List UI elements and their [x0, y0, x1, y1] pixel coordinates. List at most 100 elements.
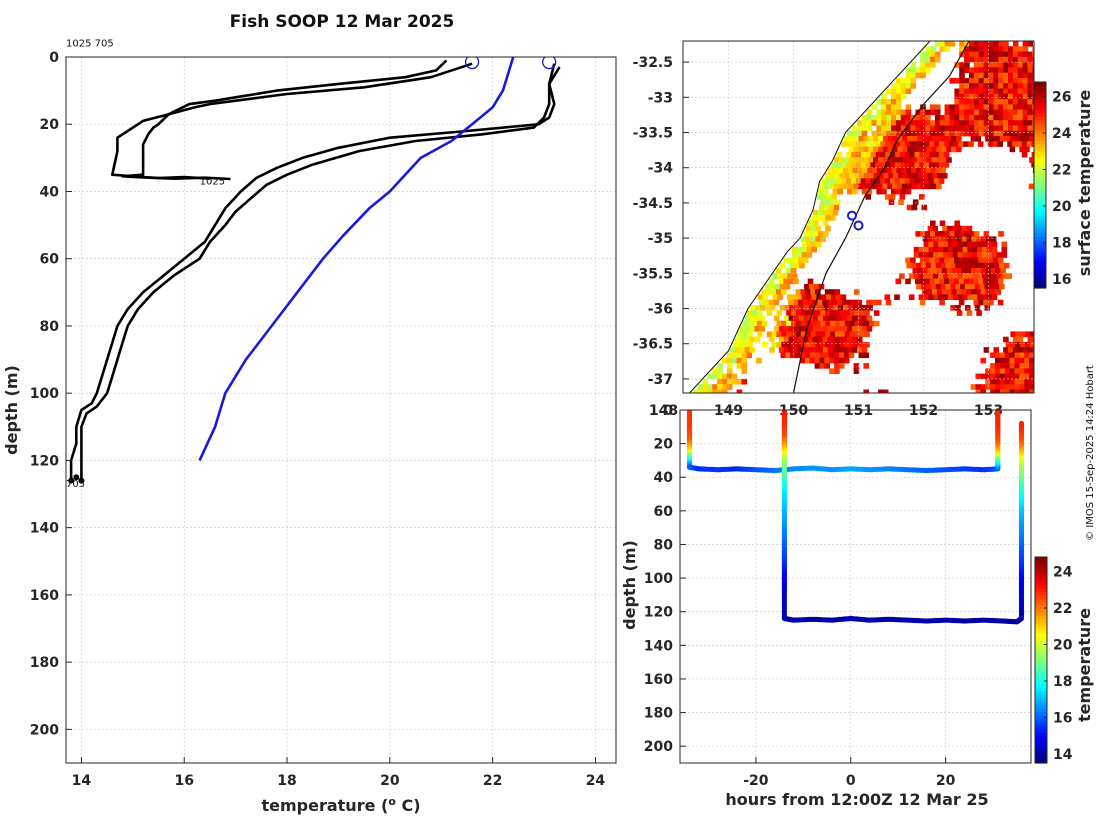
- map-heatmap-cell: [940, 167, 946, 174]
- map-heatmap-cell: [969, 56, 975, 63]
- map-heatmap-cell: [1022, 93, 1029, 100]
- map-heatmap-cell: [856, 130, 863, 137]
- map-lat-tick-label: -33: [648, 90, 673, 106]
- map-heatmap-cell: [932, 173, 938, 179]
- map-heatmap-cell: [993, 347, 999, 353]
- map-heatmap-cell: [1008, 99, 1014, 105]
- map-heatmap-cell: [834, 289, 841, 295]
- map-heatmap-cell: [1019, 357, 1025, 364]
- map-heatmap-cell: [964, 62, 970, 68]
- map-colorbar-segment: [1034, 198, 1046, 203]
- map-heatmap-cell: [1027, 62, 1034, 68]
- map-heatmap-cell: [831, 194, 837, 200]
- map-heatmap-cell: [834, 199, 841, 205]
- map-heatmap-cell: [839, 363, 845, 369]
- map-heatmap-cell: [722, 357, 728, 364]
- map-heatmap-cell: [791, 294, 798, 300]
- map-heatmap-cell: [829, 368, 835, 374]
- map-heatmap-cell: [1004, 378, 1011, 385]
- map-heatmap-cell: [1017, 56, 1024, 63]
- map-colorbar-segment: [1034, 260, 1046, 265]
- map-heatmap-cell: [759, 299, 765, 306]
- map-heatmap-cell: [1027, 104, 1034, 110]
- map-heatmap-cell: [1022, 41, 1029, 47]
- map-heatmap-cell: [806, 252, 813, 258]
- map-heatmap-cell: [799, 305, 805, 311]
- map-heatmap-cell: [852, 315, 858, 322]
- map-heatmap-cell: [949, 109, 956, 116]
- map-heatmap-cell: [959, 231, 965, 237]
- map-heatmap-cell: [788, 347, 795, 353]
- map-heatmap-cell: [861, 188, 868, 195]
- map-heatmap-cell: [1032, 125, 1034, 132]
- map-heatmap-cell: [925, 46, 931, 52]
- section-colorbar-segment: [1035, 660, 1047, 665]
- map-heatmap-cell: [939, 299, 945, 306]
- map-heatmap-cell: [1022, 130, 1029, 137]
- map-heatmap-cell: [920, 56, 926, 63]
- map-heatmap-cell: [791, 252, 798, 258]
- map-heatmap-cell: [906, 183, 913, 190]
- map-heatmap-cell: [800, 236, 807, 242]
- map-heatmap-cell: [922, 268, 928, 274]
- map-heatmap-cell: [935, 262, 942, 269]
- map-heatmap-cell: [895, 83, 902, 89]
- map-heatmap-cell: [891, 93, 897, 100]
- map-heatmap-cell: [966, 289, 972, 295]
- map-heatmap-cell: [993, 93, 999, 100]
- map-heatmap-cell: [978, 99, 985, 105]
- map-heatmap-cell: [821, 178, 828, 184]
- map-coastlines: [689, 41, 970, 393]
- map-heatmap-cell: [943, 141, 950, 147]
- map-heatmap-cell: [858, 183, 864, 190]
- map-heatmap-cell: [822, 299, 828, 306]
- map-heatmap-cell: [1022, 46, 1029, 52]
- map-heatmap-cell: [851, 299, 858, 306]
- map-heatmap-cell: [979, 262, 986, 269]
- map-heatmap-cell: [820, 331, 826, 337]
- map-heatmap-cell: [881, 93, 887, 100]
- map-heatmap-cell: [783, 347, 790, 353]
- surface-circle-2: [542, 57, 557, 70]
- map-heatmap-cell: [814, 363, 821, 369]
- map-heatmap-cell: [799, 262, 805, 269]
- map-heatmap-cell: [978, 299, 984, 306]
- map-heatmap-cell: [973, 130, 980, 137]
- map-heatmap-cell: [769, 336, 775, 343]
- map-heatmap-cell: [895, 104, 902, 110]
- map-heatmap-cell: [948, 141, 955, 147]
- map-heatmap-cell: [988, 67, 995, 73]
- map-heatmap-cell: [1001, 273, 1008, 279]
- map-heatmap-cell: [958, 299, 965, 306]
- map-heatmap-cell: [938, 178, 945, 184]
- map-heatmap-cell: [998, 56, 1004, 63]
- map-heatmap-cell: [949, 278, 955, 285]
- map-heatmap-cell: [941, 268, 948, 274]
- map-heatmap-cell: [776, 289, 782, 295]
- map-heatmap-cell: [976, 310, 982, 316]
- map-heatmap-cell: [928, 294, 934, 300]
- map-heatmap-cell: [949, 130, 956, 137]
- map-colorbar-segment: [1034, 181, 1046, 186]
- map-heatmap-cell: [843, 305, 849, 311]
- map-heatmap-cell: [813, 326, 819, 332]
- map-heatmap-cell: [810, 310, 817, 316]
- section-colorbar-segment: [1035, 591, 1047, 596]
- map-heatmap-cell: [983, 278, 989, 285]
- map-heatmap-cell: [995, 352, 1001, 359]
- map-heatmap-cell: [838, 183, 845, 190]
- map-heatmap-cell: [841, 162, 847, 168]
- map-heatmap-cell: [871, 114, 878, 121]
- map-heatmap-cell: [794, 262, 800, 269]
- map-heatmap-cell: [722, 384, 728, 390]
- map-heatmap-cell: [895, 109, 902, 116]
- profile-y-tick-label: 200: [30, 722, 59, 738]
- map-heatmap-cell: [928, 241, 934, 248]
- map-heatmap-cell: [848, 352, 855, 359]
- map-colorbar-segment: [1034, 253, 1046, 258]
- map-heatmap-cell: [959, 109, 965, 116]
- map-heatmap-cell: [1027, 347, 1034, 353]
- map-colorbar-segment: [1034, 222, 1046, 227]
- map-heatmap-cell: [980, 389, 986, 393]
